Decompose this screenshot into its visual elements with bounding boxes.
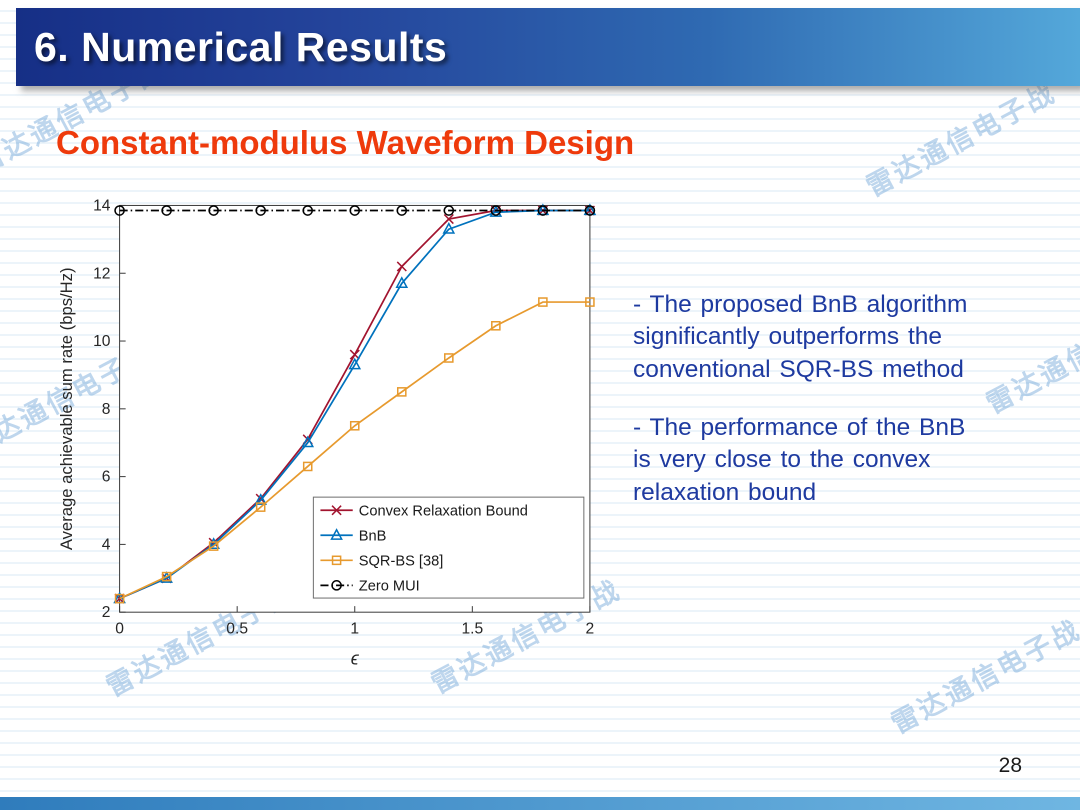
chart-area: 0 0.5 1 1.5 2 2 4 6 8 10 12 14 Average achievable su… — [55, 183, 600, 675]
svg-text:6: 6 — [102, 469, 111, 486]
svg-text:Convex Relaxation Bound: Convex Relaxation Bound — [359, 503, 528, 519]
svg-text:1: 1 — [350, 620, 359, 637]
svg-text:8: 8 — [102, 401, 111, 418]
svg-text:SQR-BS [38]: SQR-BS [38] — [359, 553, 444, 569]
bullet-1: - The proposed BnB algorithm significant… — [633, 291, 968, 383]
svg-text:0: 0 — [115, 620, 124, 637]
slide-title: 6. Numerical Results — [34, 23, 448, 70]
x-axis-label: ϵ — [351, 649, 360, 669]
series-sqr-bs-38 — [114, 297, 595, 604]
slide-heading: Constant-modulus Waveform Design — [56, 124, 635, 161]
svg-text:10: 10 — [93, 333, 111, 350]
sum-rate-chart: 0 0.5 1 1.5 2 2 4 6 8 10 12 14 Average achievable su… — [57, 198, 597, 669]
svg-text:12: 12 — [93, 265, 110, 282]
svg-text:2: 2 — [586, 620, 595, 637]
svg-text:BnB: BnB — [359, 528, 387, 544]
svg-text:0.5: 0.5 — [226, 620, 248, 637]
y-axis-label: Average achievable sum rate (bps/Hz) — [57, 267, 76, 550]
chart-legend: Convex Relaxation Bound BnB SQR-BS [38] Zer… — [312, 496, 585, 599]
watermark: 雷达通信电子战 — [886, 614, 1080, 740]
svg-text:2: 2 — [102, 604, 111, 621]
svg-text:14: 14 — [93, 198, 111, 215]
footer-bar — [0, 797, 1080, 810]
bullet-2: - The performance of the BnB is very clo… — [633, 413, 966, 506]
page-number: 28 — [998, 754, 1022, 777]
watermark: 雷达通信电子战 — [861, 77, 1061, 203]
notes-block: - The proposed BnB algorithm significant… — [633, 289, 1005, 535]
svg-text:4: 4 — [102, 536, 111, 553]
svg-text:1.5: 1.5 — [461, 620, 483, 637]
svg-text:Zero MUI: Zero MUI — [359, 578, 420, 594]
header-bar: 6. Numerical Results — [16, 8, 1080, 86]
series-zero-mui — [114, 205, 596, 216]
